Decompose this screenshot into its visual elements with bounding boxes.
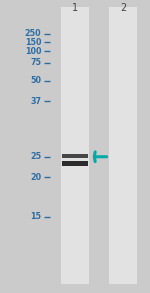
Text: 100: 100 — [25, 47, 41, 56]
Bar — [109, 7, 137, 284]
Text: 150: 150 — [25, 38, 41, 47]
Text: 15: 15 — [30, 212, 41, 221]
Text: 37: 37 — [30, 97, 41, 105]
Bar — [62, 154, 88, 158]
Text: 2: 2 — [120, 3, 126, 13]
Bar — [62, 161, 88, 166]
Text: 250: 250 — [25, 29, 41, 38]
Text: 20: 20 — [30, 173, 41, 182]
Bar — [61, 7, 89, 284]
Text: 25: 25 — [30, 152, 41, 161]
Text: 75: 75 — [30, 59, 41, 67]
Text: 50: 50 — [30, 76, 41, 85]
Text: 1: 1 — [72, 3, 78, 13]
